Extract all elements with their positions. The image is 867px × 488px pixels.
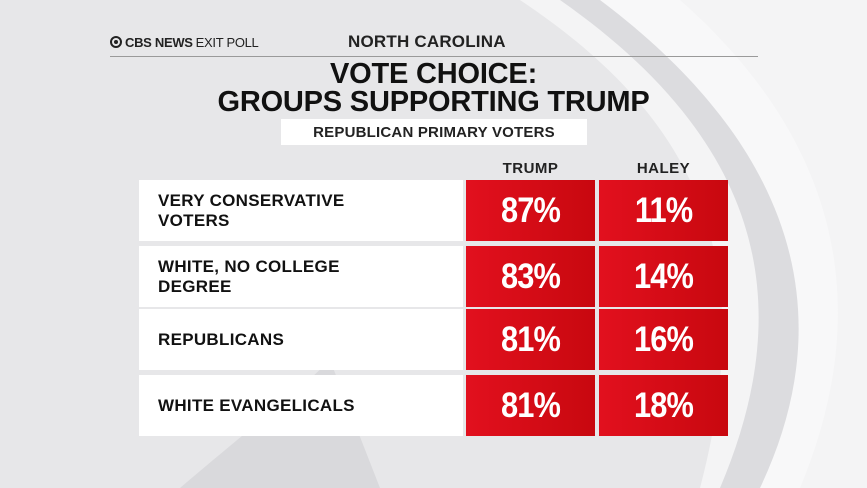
cbs-news-exit-poll-logo: CBS NEWS EXIT POLL xyxy=(110,34,259,50)
trump-value: 87% xyxy=(500,190,561,230)
haley-value-cell: 16% xyxy=(599,309,728,370)
trump-value: 81% xyxy=(500,385,561,425)
row-label: VERY CONSERVATIVE VOTERS xyxy=(139,180,463,241)
trump-value: 81% xyxy=(500,319,561,359)
haley-value: 18% xyxy=(633,385,694,425)
row-label-line-1: VERY CONSERVATIVE xyxy=(158,190,345,210)
row-label-line-1: REPUBLICANS xyxy=(158,329,285,349)
title-line-1: VOTE CHOICE: xyxy=(329,58,538,90)
state-name: NORTH CAROLINA xyxy=(348,32,506,51)
trump-value-cell: 81% xyxy=(466,375,595,436)
haley-value-cell: 14% xyxy=(599,246,728,307)
row-label-line-1: WHITE, NO COLLEGE xyxy=(158,256,340,276)
row-label-line-2: DEGREE xyxy=(158,276,232,296)
row-label-line-2: VOTERS xyxy=(158,210,230,230)
haley-value: 16% xyxy=(633,319,694,359)
row-label-line-1: WHITE EVANGELICALS xyxy=(158,395,355,415)
row-label: WHITE, NO COLLEGE DEGREE xyxy=(139,246,463,307)
haley-value-cell: 18% xyxy=(599,375,728,436)
header-divider xyxy=(110,56,758,57)
trump-value: 83% xyxy=(500,256,561,296)
row-label: REPUBLICANS xyxy=(139,309,463,370)
title-line-2: GROUPS SUPPORTING TRUMP xyxy=(217,86,650,118)
trump-value-cell: 87% xyxy=(466,180,595,241)
poll-kind: EXIT POLL xyxy=(195,34,259,50)
haley-value-cell: 11% xyxy=(599,180,728,241)
brand-name: CBS NEWS xyxy=(125,34,193,50)
trump-value-cell: 81% xyxy=(466,309,595,370)
chart-title: VOTE CHOICE: GROUPS SUPPORTING TRUMP xyxy=(0,58,867,118)
column-header-haley: HALEY xyxy=(636,160,691,177)
cbs-eye-icon xyxy=(110,36,122,48)
haley-value: 14% xyxy=(633,256,694,296)
row-label: WHITE EVANGELICALS xyxy=(139,375,463,436)
trump-value-cell: 83% xyxy=(466,246,595,307)
haley-value: 11% xyxy=(634,190,693,230)
column-header-trump: TRUMP xyxy=(502,160,559,177)
chart-subtitle: REPUBLICAN PRIMARY VOTERS xyxy=(281,119,587,145)
